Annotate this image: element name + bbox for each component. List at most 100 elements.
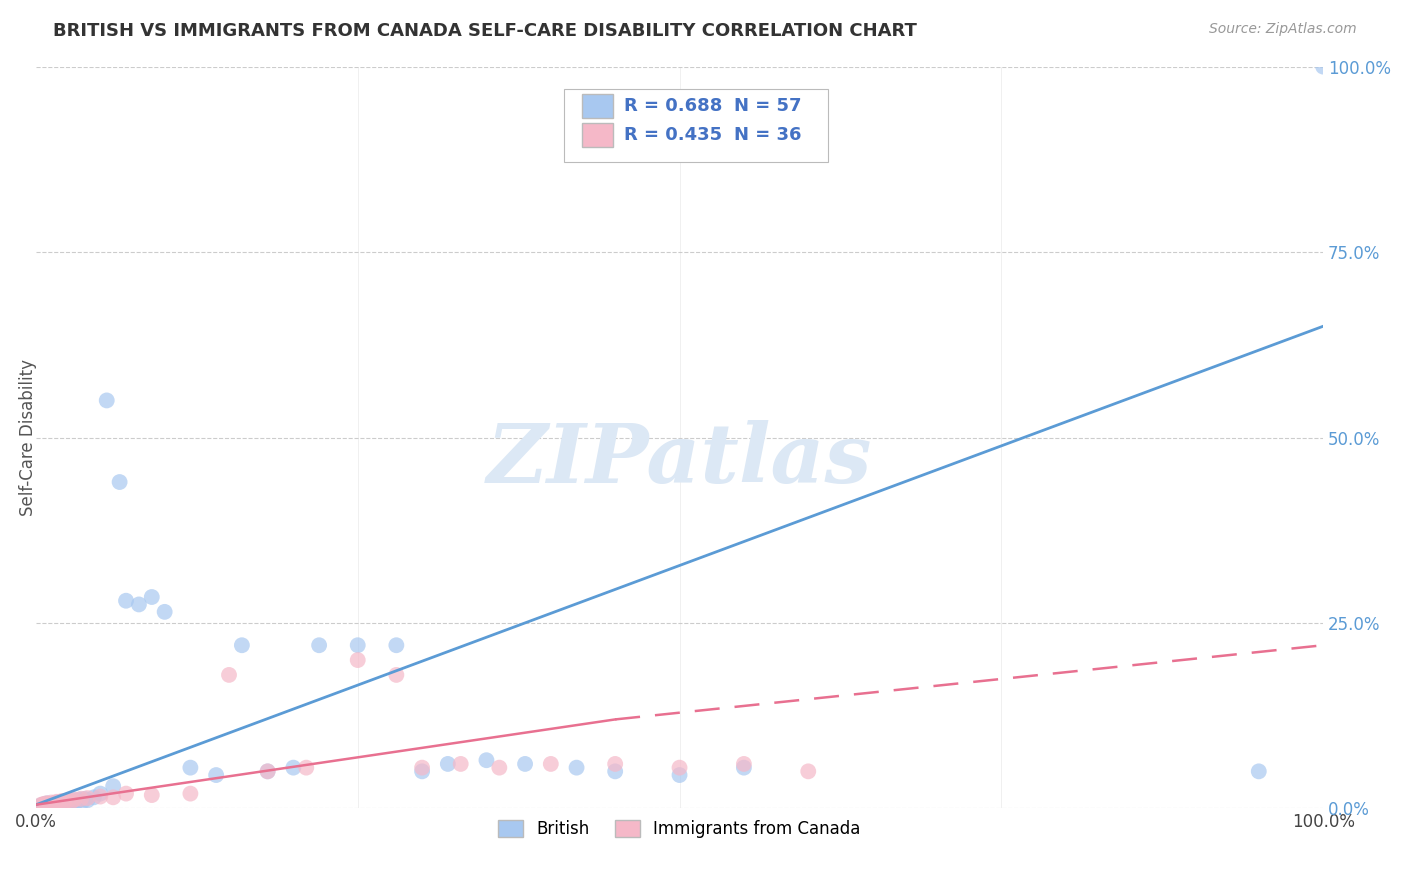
Point xyxy=(53,795,76,809)
Point xyxy=(48,796,70,810)
Point xyxy=(205,768,228,782)
Point xyxy=(32,797,55,811)
Point xyxy=(89,787,111,801)
Point xyxy=(38,797,60,811)
Point xyxy=(605,756,627,771)
Point xyxy=(51,794,73,808)
Point xyxy=(385,668,408,682)
Point xyxy=(231,638,253,652)
Point xyxy=(45,795,67,809)
Y-axis label: Self-Care Disability: Self-Care Disability xyxy=(18,359,37,516)
Point xyxy=(1312,60,1334,74)
Point xyxy=(283,761,305,775)
Point xyxy=(41,797,63,811)
Point xyxy=(32,799,55,814)
Point xyxy=(411,764,433,779)
Point xyxy=(733,761,755,775)
Point xyxy=(35,798,58,813)
Point xyxy=(668,768,690,782)
Point xyxy=(108,475,131,489)
Point xyxy=(218,668,240,682)
Point xyxy=(63,792,86,806)
Point xyxy=(141,788,163,802)
Point xyxy=(295,761,318,775)
Point xyxy=(488,761,510,775)
Point xyxy=(565,761,588,775)
Point xyxy=(101,779,124,793)
Point xyxy=(34,797,56,811)
Point xyxy=(39,798,62,813)
Point xyxy=(30,797,52,812)
Point xyxy=(45,796,67,810)
Point xyxy=(115,593,138,607)
Point xyxy=(60,795,83,809)
Point xyxy=(89,789,111,804)
Point xyxy=(76,791,98,805)
Point xyxy=(70,792,93,806)
Point xyxy=(513,756,536,771)
Point xyxy=(101,790,124,805)
Point xyxy=(60,794,83,808)
Point xyxy=(35,797,58,811)
Point xyxy=(540,756,562,771)
Point xyxy=(42,797,65,811)
Point xyxy=(73,792,96,806)
Text: R = 0.688: R = 0.688 xyxy=(624,97,723,115)
Point xyxy=(385,638,408,652)
Point xyxy=(41,796,63,810)
Text: N = 36: N = 36 xyxy=(734,126,801,144)
Point xyxy=(31,798,53,813)
Point xyxy=(96,393,118,408)
Point xyxy=(179,787,201,801)
Point xyxy=(56,796,79,810)
Point xyxy=(450,756,472,771)
Point xyxy=(346,638,368,652)
Point xyxy=(49,797,72,811)
Point xyxy=(437,756,460,771)
Point xyxy=(56,793,79,807)
Point xyxy=(668,761,690,775)
Point xyxy=(66,794,89,808)
Point xyxy=(30,798,52,813)
FancyBboxPatch shape xyxy=(564,89,828,161)
Text: N = 57: N = 57 xyxy=(734,97,801,115)
Point xyxy=(56,795,79,809)
Point xyxy=(346,653,368,667)
Point xyxy=(411,761,433,775)
Point xyxy=(48,797,70,811)
Point xyxy=(605,764,627,779)
Point xyxy=(51,795,73,809)
Point xyxy=(797,764,820,779)
Point xyxy=(41,797,63,812)
Point xyxy=(53,796,76,810)
Text: Source: ZipAtlas.com: Source: ZipAtlas.com xyxy=(1209,22,1357,37)
Point xyxy=(31,797,53,812)
Point xyxy=(46,797,69,812)
Point xyxy=(475,753,498,767)
Text: ZIPatlas: ZIPatlas xyxy=(486,420,872,500)
Point xyxy=(308,638,330,652)
Point xyxy=(153,605,176,619)
FancyBboxPatch shape xyxy=(582,94,613,118)
Point xyxy=(128,598,150,612)
Point xyxy=(37,797,59,811)
Point xyxy=(72,795,94,809)
Point xyxy=(42,797,65,811)
Point xyxy=(44,797,66,811)
Point xyxy=(38,797,60,812)
FancyBboxPatch shape xyxy=(582,123,613,146)
Text: R = 0.435: R = 0.435 xyxy=(624,126,723,144)
Point xyxy=(58,794,80,808)
Point xyxy=(34,797,56,812)
Point xyxy=(256,764,278,779)
Point xyxy=(115,787,138,801)
Point xyxy=(63,793,86,807)
Point xyxy=(179,761,201,775)
Point xyxy=(141,590,163,604)
Text: BRITISH VS IMMIGRANTS FROM CANADA SELF-CARE DISABILITY CORRELATION CHART: BRITISH VS IMMIGRANTS FROM CANADA SELF-C… xyxy=(53,22,917,40)
Point xyxy=(76,793,98,807)
Point xyxy=(55,797,77,811)
Point xyxy=(69,792,91,806)
Point xyxy=(52,797,75,811)
Point xyxy=(733,756,755,771)
